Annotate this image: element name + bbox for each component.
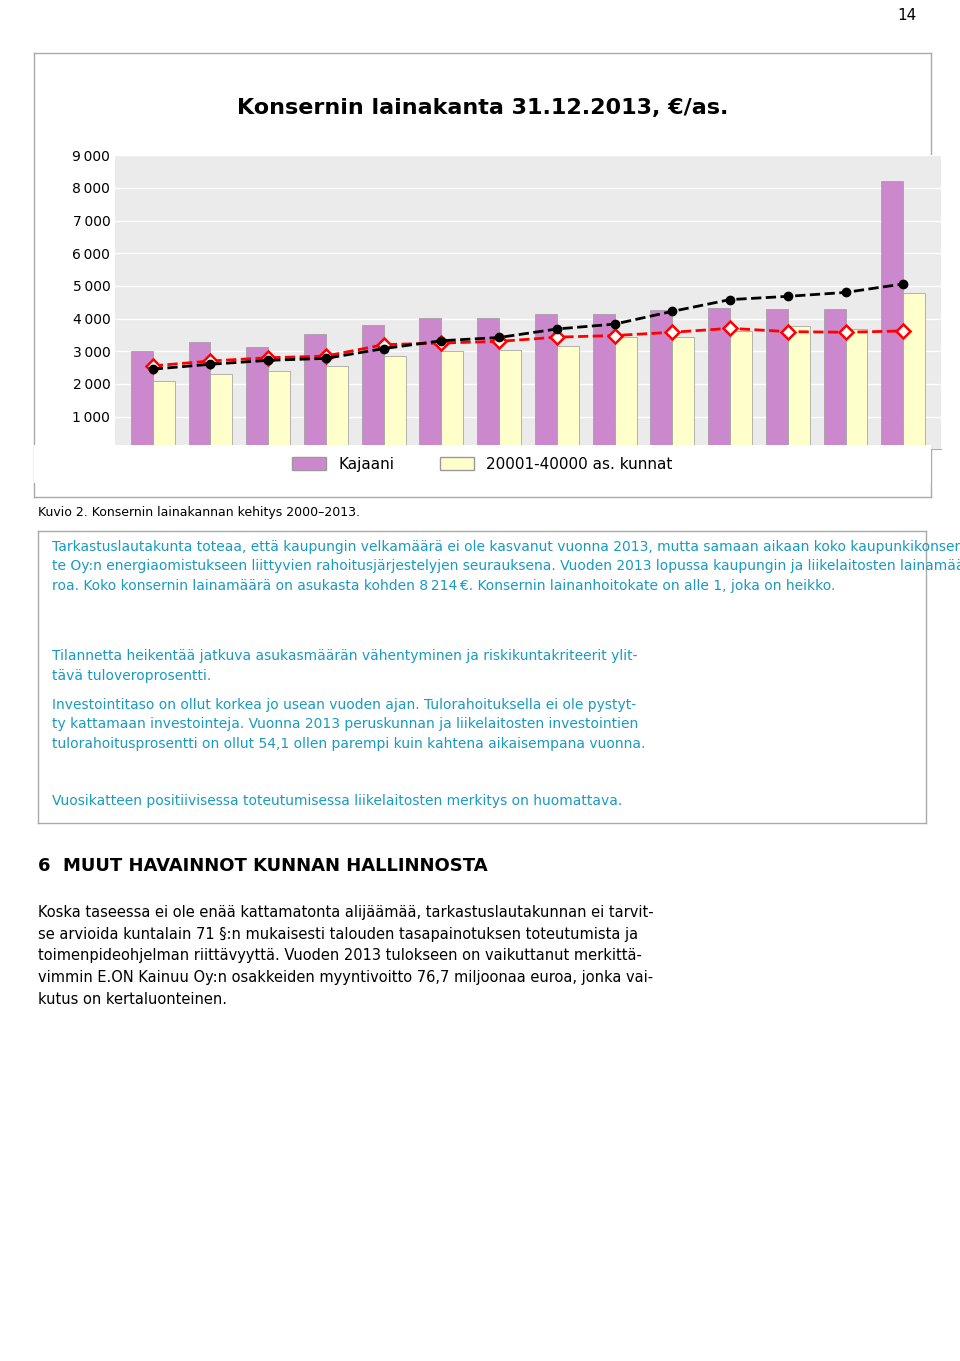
Text: Tilannetta heikentää jatkuva asukasmäärän vähentyminen ja riskikuntakriteerit yl: Tilannetta heikentää jatkuva asukasmäärä… bbox=[52, 649, 637, 683]
Bar bbox=[846, 329, 868, 449]
Bar bbox=[650, 310, 672, 449]
Text: 14: 14 bbox=[898, 8, 917, 23]
Bar bbox=[499, 350, 521, 449]
Bar bbox=[903, 293, 925, 449]
Bar bbox=[708, 309, 730, 449]
Text: Koska taseessa ei ole enää kattamatonta alijäämää, tarkastuslautakunnan ei tarvi: Koska taseessa ei ole enää kattamatonta … bbox=[38, 905, 654, 1007]
Bar bbox=[268, 372, 290, 449]
Bar bbox=[788, 327, 809, 449]
Legend: Kajaani, 20001-40000 as. kunnat: Kajaani, 20001-40000 as. kunnat bbox=[286, 450, 679, 478]
Text: Tarkastuslautakunta toteaa, että kaupungin velkamäärä ei ole kasvanut vuonna 201: Tarkastuslautakunta toteaa, että kaupung… bbox=[52, 539, 960, 592]
Text: Vuosikatteen positiivisessa toteutumisessa liikelaitosten merkitys on huomattava: Vuosikatteen positiivisessa toteutumises… bbox=[52, 795, 622, 808]
Bar bbox=[442, 351, 464, 449]
Text: Investointitaso on ollut korkea jo usean vuoden ajan. Tulorahoituksella ei ole p: Investointitaso on ollut korkea jo usean… bbox=[52, 698, 645, 751]
Text: Kuvio 2. Konsernin lainakannan kehitys 2000–2013.: Kuvio 2. Konsernin lainakannan kehitys 2… bbox=[38, 506, 360, 520]
Bar bbox=[477, 318, 499, 449]
Bar bbox=[384, 357, 406, 449]
Bar bbox=[766, 309, 788, 449]
Bar bbox=[881, 181, 903, 449]
Bar bbox=[557, 346, 579, 449]
Bar bbox=[592, 314, 614, 449]
Bar bbox=[730, 331, 752, 449]
Text: 6  MUUT HAVAINNOT KUNNAN HALLINNOSTA: 6 MUUT HAVAINNOT KUNNAN HALLINNOSTA bbox=[38, 857, 488, 875]
Bar bbox=[824, 309, 846, 449]
Bar bbox=[362, 325, 384, 449]
Bar bbox=[131, 351, 153, 449]
Bar bbox=[614, 338, 636, 449]
Bar bbox=[247, 347, 268, 449]
Bar bbox=[420, 318, 442, 449]
Bar bbox=[535, 314, 557, 449]
Bar bbox=[188, 342, 210, 449]
Text: Konsernin lainakanta 31.12.2013, €/as.: Konsernin lainakanta 31.12.2013, €/as. bbox=[237, 98, 728, 117]
Bar bbox=[210, 374, 232, 449]
Bar bbox=[326, 366, 348, 449]
Bar bbox=[153, 381, 175, 449]
Bar bbox=[672, 338, 694, 449]
Bar bbox=[304, 333, 326, 449]
